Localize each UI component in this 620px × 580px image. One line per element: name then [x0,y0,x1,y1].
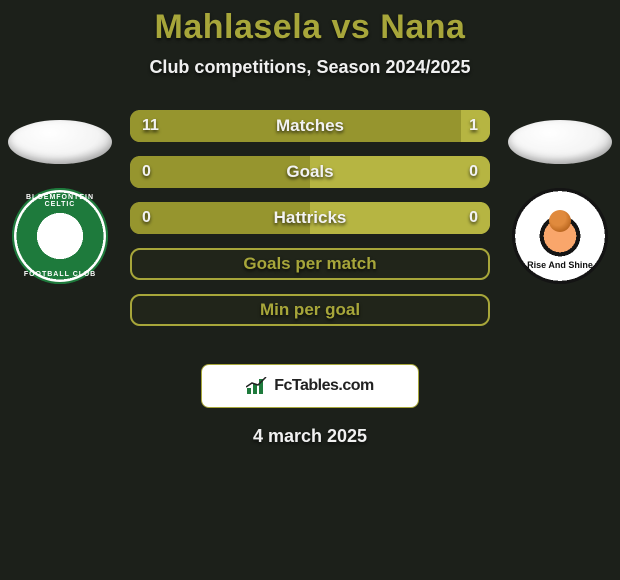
bar-value-left: 0 [142,209,151,227]
stat-bar: 0 0 Hattricks [130,202,490,234]
bar-value-left: 0 [142,163,151,181]
bar-label: Min per goal [260,300,360,320]
crest-text-bottom: FOOTBALL CLUB [24,271,96,278]
stat-bar: 0 0 Goals [130,156,490,188]
bar-label: Matches [276,116,344,136]
stat-bar: 111Matches [130,110,490,142]
bar-label: Goals [286,162,333,182]
comparison-card: Mahlasela vs Nana Club competitions, Sea… [0,0,620,580]
source-brand: FcTables.com [274,377,374,395]
right-player-column: Rise And Shine [500,110,620,284]
bar-label: Hattricks [274,208,347,228]
snapshot-date: 4 march 2025 [0,426,620,447]
club-crest-right: Rise And Shine [512,188,608,284]
bar-label: Goals per match [243,254,376,274]
crest-text-top: BLOEMFONTEIN CELTIC [12,194,108,208]
player-avatar-placeholder [508,120,612,164]
stat-bar-empty: Goals per match [130,248,490,280]
season-subtitle: Club competitions, Season 2024/2025 [0,57,620,78]
bar-chart-icon [246,377,268,395]
bar-fill-left [130,156,310,188]
bar-fill-right [310,156,490,188]
bar-value-right: 0 [469,209,478,227]
player-avatar-placeholder [8,120,112,164]
bar-value-right: 0 [469,163,478,181]
stat-bars: 111Matches00Goals00HattricksGoals per ma… [130,110,490,326]
source-badge[interactable]: FcTables.com [201,364,419,408]
columns: BLOEMFONTEIN CELTIC FOOTBALL CLUB 111Mat… [0,110,620,326]
bar-value-left: 11 [142,117,159,135]
club-crest-left: BLOEMFONTEIN CELTIC FOOTBALL CLUB [12,188,108,284]
page-title: Mahlasela vs Nana [0,0,620,47]
left-player-column: BLOEMFONTEIN CELTIC FOOTBALL CLUB [0,110,120,284]
crest-motto: Rise And Shine [527,260,593,270]
crest-ball-icon [549,210,571,232]
bar-value-right: 1 [469,117,478,135]
footer-area: FcTables.com 4 march 2025 [0,346,620,447]
stat-bar-empty: Min per goal [130,294,490,326]
